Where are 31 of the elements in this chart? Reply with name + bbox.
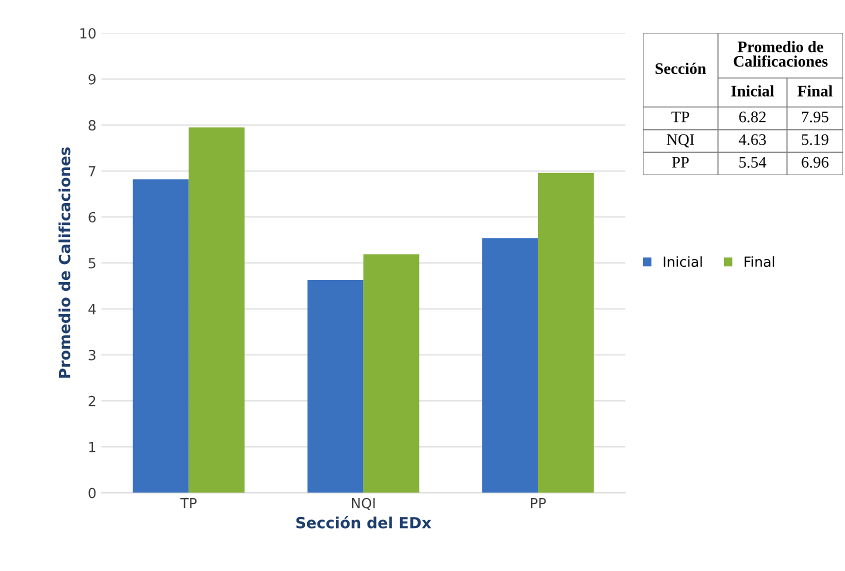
y-tick-label: 4 (88, 304, 96, 314)
y-tick-label: 3 (88, 350, 96, 360)
text: Inicial (731, 85, 774, 96)
text: 6.82 (739, 112, 766, 122)
text: Sección (656, 62, 706, 74)
y-tick-label: 5 (88, 258, 96, 268)
y-tick-label: 2 (88, 396, 96, 406)
text: 6.96 (802, 156, 828, 168)
y-tick-label: 8 (88, 120, 96, 131)
x-tick-label: NQI (352, 498, 375, 510)
text: Promedio de Calificaciones (734, 41, 828, 67)
category-label: TP (671, 112, 690, 122)
category-label: PP (672, 157, 689, 168)
y-tick-label: 1 (89, 442, 96, 452)
text: 5.54 (739, 156, 766, 168)
x-tick-label: PP (530, 498, 546, 508)
text: 4.63 (738, 134, 766, 146)
y-tick-label: 6 (88, 212, 96, 222)
x-axis-title: Sección del EDx (296, 516, 432, 528)
x-tick-label: TP (180, 498, 197, 508)
category-label: NQI (666, 134, 694, 148)
legend-label: Inicial (664, 256, 702, 267)
text: Final (798, 85, 832, 96)
y-tick-label: 10 (80, 28, 96, 39)
y-tick-label: 9 (88, 74, 96, 85)
y-axis-title: Promedio de Calificaciones (58, 147, 70, 378)
y-tick-label: 0 (88, 488, 96, 498)
legend-label: Final (744, 256, 774, 267)
text: 7.95 (802, 112, 828, 122)
y-tick-label: 7 (88, 166, 96, 176)
text: 5.19 (802, 134, 828, 146)
